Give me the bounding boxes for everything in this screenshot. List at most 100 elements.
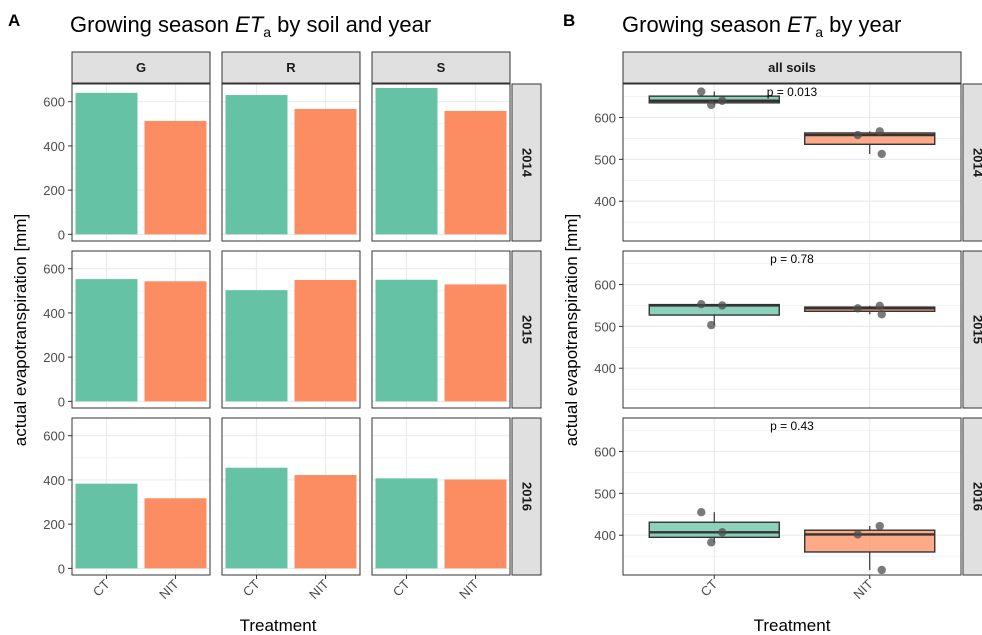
p-value-2015: p = 0.78 xyxy=(770,252,814,266)
facet-border xyxy=(221,83,361,242)
ytick-label: 200 xyxy=(43,183,65,198)
facet-border xyxy=(371,250,511,409)
strip-year-label: 2016 xyxy=(520,482,535,511)
strip-all-soils xyxy=(622,51,962,84)
facet-border xyxy=(71,417,211,576)
point-NIT-2015 xyxy=(875,301,884,311)
strip-year-label: 2016 xyxy=(971,482,982,511)
xtick-label: CT xyxy=(698,576,721,599)
strip-soil-label: G xyxy=(136,60,146,75)
xtick-label: CT xyxy=(240,576,263,599)
panel-a-letter: A xyxy=(8,11,20,30)
ytick-label: 600 xyxy=(43,429,65,444)
point-CT-2016 xyxy=(697,508,706,517)
p-value-2014: p = 0.013 xyxy=(767,85,818,99)
strip-soil-label: S xyxy=(437,60,446,75)
ytick-label: 400 xyxy=(594,194,616,209)
facet-border xyxy=(71,83,211,242)
ytick-label: 200 xyxy=(43,517,65,532)
point-CT-2014 xyxy=(707,100,716,110)
bar-R-2016-CT xyxy=(225,467,288,569)
point-CT-2016 xyxy=(718,528,727,537)
bar-R-2016-NIT xyxy=(294,475,357,569)
bar-G-2016-CT xyxy=(75,483,138,569)
strip-year-label: 2014 xyxy=(520,148,535,178)
bar-R-2014-NIT xyxy=(294,108,357,235)
point-NIT-2016 xyxy=(875,521,884,531)
xtick-label: NIT xyxy=(156,576,181,601)
facet-border xyxy=(221,250,361,409)
point-NIT-2015 xyxy=(877,310,886,319)
panel-b-plot: p = 0.013 400 500 600 2014 p = 0.78 400 500 600 2… xyxy=(594,51,982,602)
ytick-label: 400 xyxy=(594,528,616,543)
ytick-label: 0 xyxy=(58,394,65,409)
xtick-label: CT xyxy=(90,576,113,599)
strip-soil-S xyxy=(371,51,511,84)
facet-border xyxy=(622,83,962,242)
bar-G-2015-CT xyxy=(75,279,138,402)
strip-year-2016 xyxy=(962,417,982,576)
bar-S-2015-NIT xyxy=(444,284,507,402)
bar-G-2014-CT xyxy=(75,92,138,235)
ytick-label: 400 xyxy=(594,361,616,376)
point-CT-2015 xyxy=(697,299,706,309)
point-CT-2014 xyxy=(697,87,706,96)
bar-G-2014-NIT xyxy=(144,120,207,235)
ytick-label: 400 xyxy=(43,473,65,488)
ytick-label: 600 xyxy=(594,277,616,292)
xtick-label: CT xyxy=(390,576,413,599)
bar-S-2014-NIT xyxy=(444,110,507,235)
point-NIT-2015 xyxy=(853,304,862,313)
point-NIT-2016 xyxy=(877,565,886,575)
strip-year-2015 xyxy=(962,250,982,409)
bar-R-2015-NIT xyxy=(294,279,357,402)
point-NIT-2014 xyxy=(875,127,884,136)
strip-year-label: 2015 xyxy=(520,315,535,344)
bar-G-2015-NIT xyxy=(144,281,207,402)
facet-border xyxy=(371,83,511,242)
strip-soil-label: R xyxy=(286,60,296,75)
ytick-label: 600 xyxy=(594,110,616,125)
facet-border xyxy=(622,417,962,576)
panel-a-xlabel: Treatment xyxy=(240,616,317,635)
ytick-label: 600 xyxy=(594,444,616,459)
point-CT-2014 xyxy=(718,96,727,105)
xtick-label: NIT xyxy=(456,576,481,601)
bar-S-2016-CT xyxy=(375,478,438,569)
strip-year-2016 xyxy=(511,417,542,576)
strip-year-2015 xyxy=(511,250,542,409)
box-NIT-2016 xyxy=(804,529,936,553)
panel-b-xlabel: Treatment xyxy=(754,616,831,635)
facet-border xyxy=(622,250,962,409)
ytick-label: 400 xyxy=(43,306,65,321)
ytick-label: 500 xyxy=(594,486,616,501)
bar-S-2014-CT xyxy=(375,87,438,235)
strip-all-soils-label: all soils xyxy=(768,60,816,75)
box-NIT-2014 xyxy=(804,132,936,145)
point-CT-2016 xyxy=(707,538,716,547)
ytick-label: 200 xyxy=(43,350,65,365)
ytick-label: 500 xyxy=(594,319,616,334)
ytick-label: 0 xyxy=(58,561,65,576)
facet-border xyxy=(221,417,361,576)
panel-b-letter: B xyxy=(563,11,575,30)
panel-a-ylabel: actual evapotranspiration [mm] xyxy=(11,214,30,446)
ytick-label: 0 xyxy=(58,227,65,242)
xtick-label: NIT xyxy=(306,576,331,601)
ytick-label: 400 xyxy=(43,139,65,154)
ytick-label: 600 xyxy=(43,95,65,110)
ytick-label: 500 xyxy=(594,152,616,167)
point-NIT-2014 xyxy=(877,149,886,159)
panel-b-ylabel: actual evapotranspiration [mm] xyxy=(562,214,581,446)
point-CT-2015 xyxy=(707,320,716,330)
bar-S-2016-NIT xyxy=(444,479,507,569)
bar-R-2014-CT xyxy=(225,95,288,235)
strip-year-2014 xyxy=(511,83,542,242)
facet-border xyxy=(71,250,211,409)
strip-year-label: 2015 xyxy=(971,315,982,344)
box-CT-2016 xyxy=(648,521,780,539)
point-NIT-2016 xyxy=(853,530,862,539)
strip-soil-G xyxy=(71,51,211,84)
point-NIT-2014 xyxy=(853,130,862,140)
